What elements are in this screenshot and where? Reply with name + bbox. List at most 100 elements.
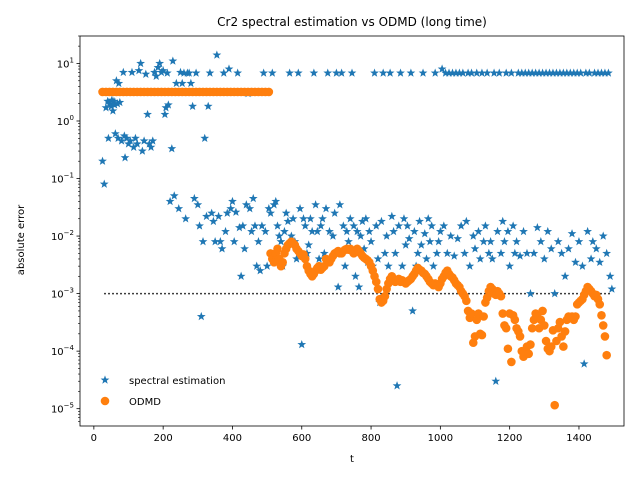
data-point-star [597,68,606,77]
data-point-star [545,68,554,77]
data-point-star [148,136,158,145]
data-point-star [586,254,596,263]
data-point-star [526,289,535,298]
data-point-star [484,248,494,258]
data-point-star [163,100,173,109]
data-point-star [364,226,374,236]
data-point-star [404,234,414,243]
data-point-star [604,68,613,77]
data-point-star [168,56,178,65]
data-point-star [456,221,466,230]
data-point-star [494,68,504,77]
data-point-star [590,68,599,77]
data-point-star [351,271,360,280]
data-point-star [188,101,197,111]
data-point-star [198,237,208,246]
x-tick-label: 1000 [428,433,453,444]
data-point-star [541,68,551,77]
data-point-star [153,62,163,72]
data-point-star [408,306,418,315]
data-point-star [119,131,129,140]
data-point-star [252,261,262,270]
data-point-star [106,101,116,111]
data-point-star [219,68,229,77]
data-point-star [394,221,404,230]
data-point-circle [380,291,390,301]
data-point-circle [597,310,606,320]
x-tick-label: 600 [292,433,311,444]
data-point-star [203,101,213,111]
data-point-star [189,193,199,203]
x-tick-label: 1200 [497,433,522,444]
data-point-star [472,68,482,77]
data-point-star [442,248,452,258]
data-point-star [584,68,594,77]
data-point-star [453,234,463,243]
data-point-star [235,223,244,232]
data-point-star [118,67,128,77]
data-point-star [416,240,426,249]
data-point-star [607,284,617,293]
data-point-star [463,68,473,77]
chart-title: Cr2 spectral estimation vs ODMD (long ti… [217,15,487,29]
axes: 0 200 400 600 800 1000 1200 1400 10−5 10−4 10−3 10−… [51,35,625,444]
data-point-star [517,68,527,77]
data-point-star [155,58,165,68]
data-point-star [110,129,120,138]
data-point-star [569,68,579,77]
data-point-star [434,237,443,246]
data-point-star [115,97,125,107]
data-point-star [177,78,187,88]
y-tick-label: 100 [57,114,74,128]
data-point-star [137,146,147,155]
data-point-star [312,226,322,236]
data-point-star [524,68,534,77]
data-point-star [267,68,277,77]
data-point-star [217,244,227,253]
data-point-star [321,204,331,213]
data-point-star [429,261,438,270]
data-point-star [151,71,161,80]
data-point-star [134,66,144,75]
data-point-star [292,254,301,263]
data-point-star [396,68,405,77]
data-point-star [307,226,317,236]
data-point-star [299,214,308,223]
data-point-star [342,226,352,236]
data-point-star [565,68,575,77]
data-point-star [474,226,483,236]
data-point-star [103,96,113,106]
data-point-star [174,204,184,213]
data-point-star [108,106,118,115]
data-point-star [264,204,274,213]
data-point-circle [510,315,520,325]
data-point-star [352,226,362,236]
data-point-star [593,68,603,77]
data-point-star [487,254,497,263]
data-point-star [520,68,530,77]
data-point-circle [462,296,471,306]
data-point-star [131,133,140,143]
data-point-star [233,68,243,77]
data-point-star [439,221,449,230]
data-point-circle [602,350,611,360]
data-point-star [319,248,329,258]
data-point-circle [300,254,310,264]
data-point-circle [482,293,492,302]
data-point-star [297,339,307,349]
data-point-star [373,254,383,263]
data-point-star [318,214,327,223]
data-point-star [169,191,179,200]
data-point-star [571,257,580,267]
data-point-circle [541,336,551,346]
data-point-star [435,226,445,236]
data-point-circle [507,357,516,367]
data-point-star [226,204,236,213]
data-point-star [543,226,553,236]
data-point-star [207,208,217,217]
data-point-circle [550,400,560,410]
data-point-star [293,68,303,77]
data-point-star [512,237,521,246]
data-point-star [598,231,608,240]
data-point-star [539,254,549,263]
